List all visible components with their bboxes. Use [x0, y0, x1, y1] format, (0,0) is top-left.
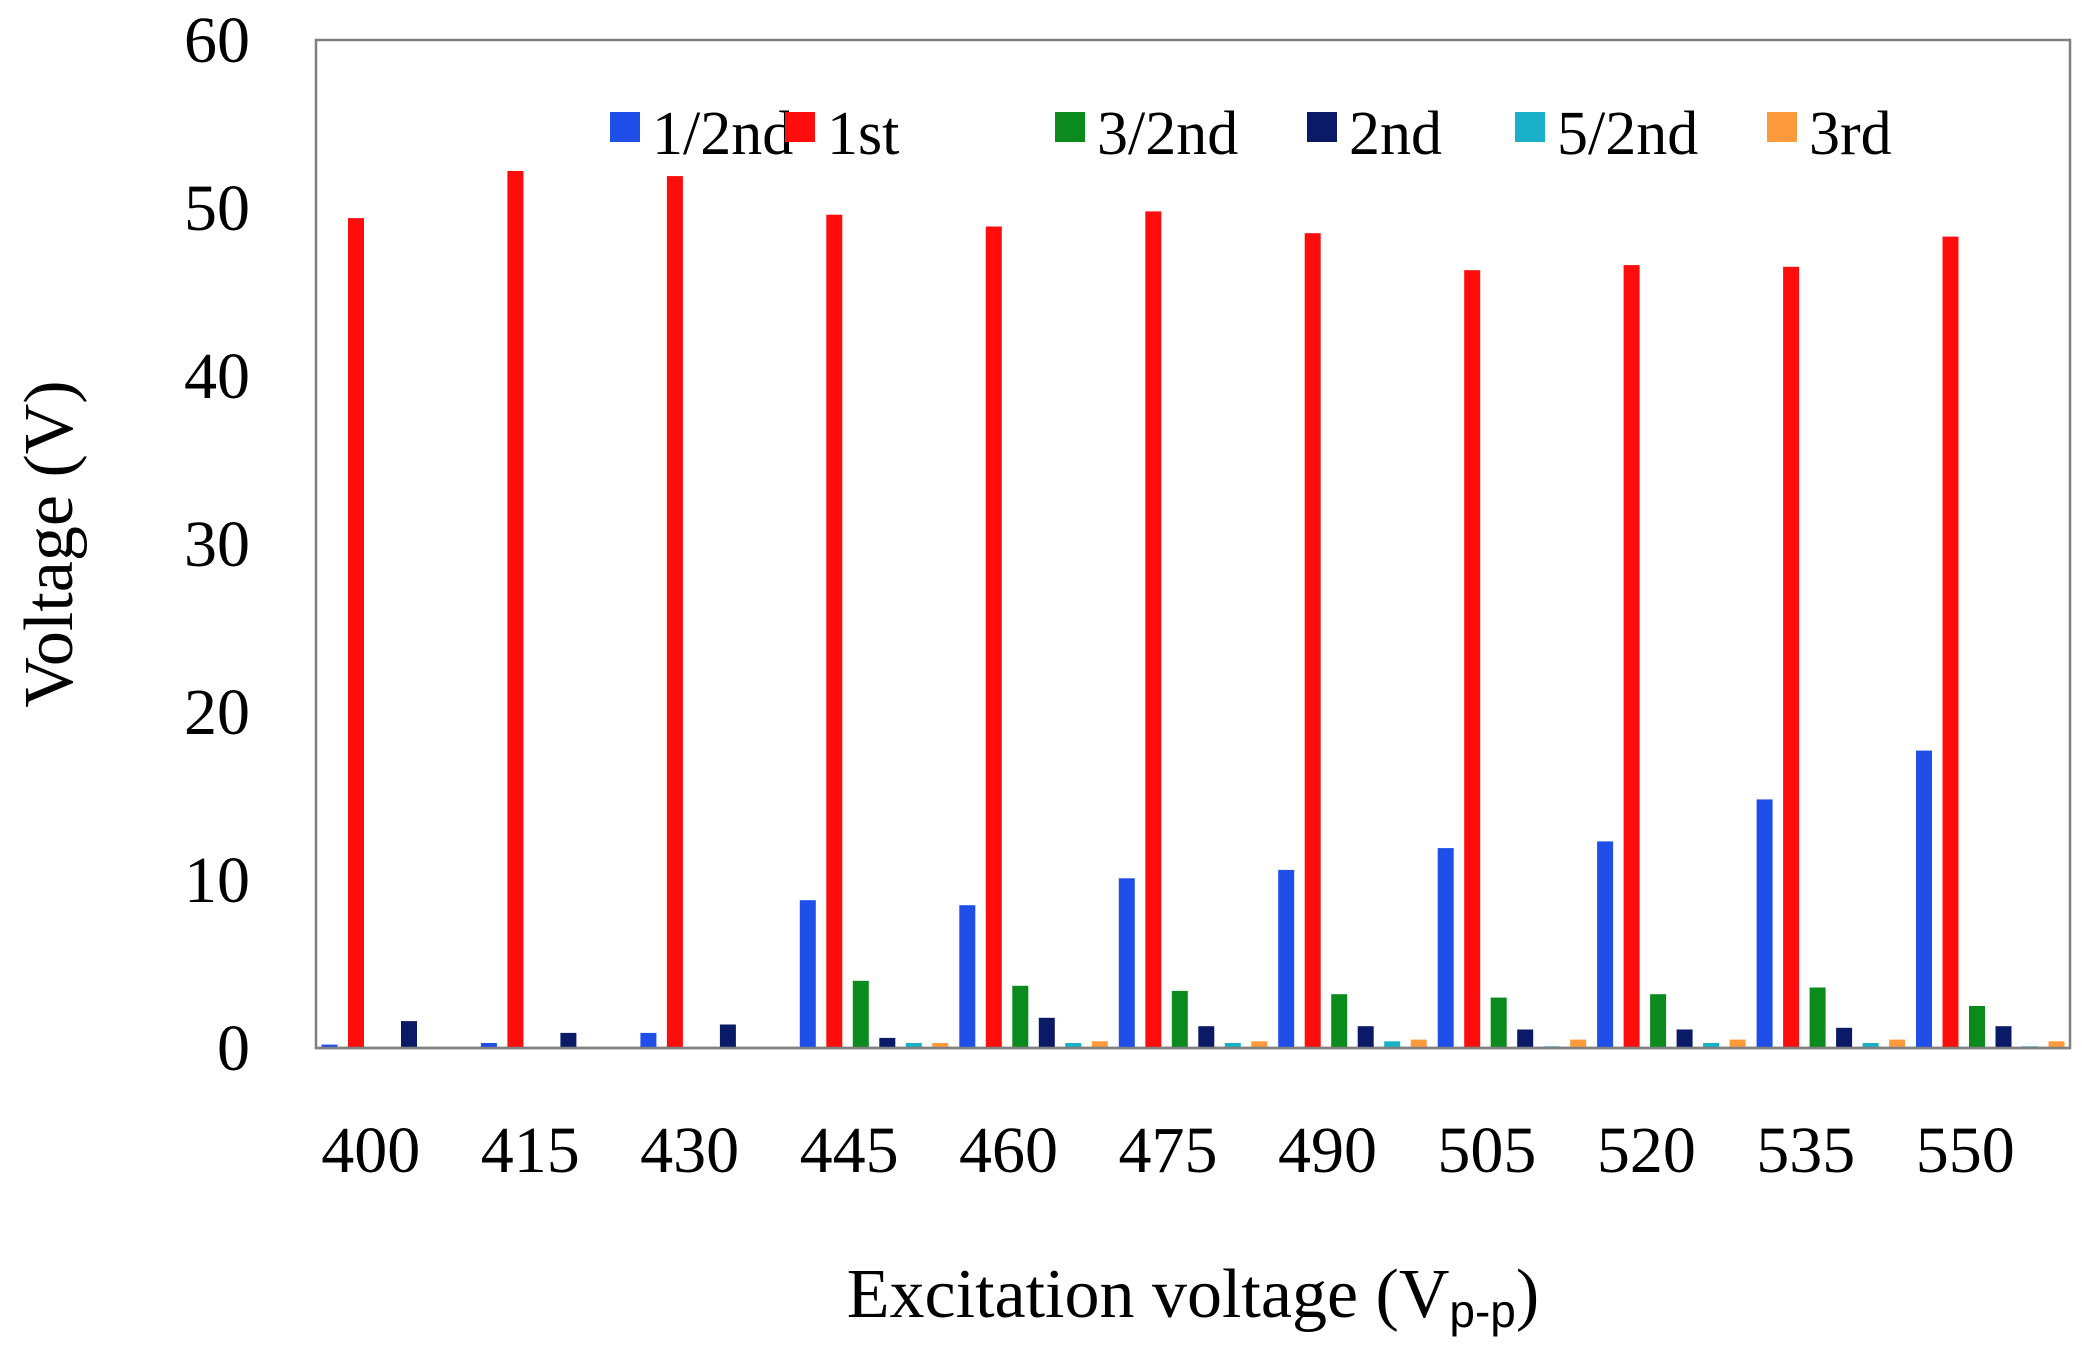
bar-2nd-550	[1995, 1026, 2012, 1048]
bar-5-2nd-520	[1703, 1043, 1720, 1048]
bar-1-2nd-505	[1437, 848, 1454, 1048]
bar-3-2nd-475	[1171, 990, 1188, 1048]
bar-3rd-445	[932, 1043, 949, 1048]
bar-5-2nd-535	[1862, 1043, 1879, 1048]
bar-1st-445	[826, 214, 843, 1048]
bar-1-2nd-460	[959, 905, 976, 1048]
legend-swatch	[1307, 112, 1337, 142]
x-tick-label: 400	[321, 1114, 420, 1187]
x-tick-label: 490	[1278, 1114, 1377, 1187]
bar-2nd-535	[1836, 1027, 1853, 1048]
bar-1-2nd-415	[480, 1043, 497, 1048]
bar-1st-460	[985, 226, 1002, 1048]
y-tick-label: 30	[184, 508, 250, 581]
x-axis-title: Excitation voltage (Vp-p)	[847, 1256, 1539, 1337]
legend-label: 1st	[827, 100, 899, 168]
y-tick-label: 40	[184, 340, 250, 413]
bar-2nd-415	[560, 1032, 577, 1048]
legend-label: 3/2nd	[1097, 100, 1238, 168]
bar-1-2nd-400	[321, 1044, 338, 1048]
x-tick-label: 460	[959, 1114, 1058, 1187]
bar-1-2nd-535	[1756, 799, 1773, 1048]
bar-1st-400	[348, 218, 364, 1049]
bar-1-2nd-475	[1118, 878, 1135, 1048]
bar-3rd-505	[1570, 1039, 1587, 1048]
bar-1-2nd-550	[1916, 750, 1932, 1048]
bar-3rd-535	[1889, 1039, 1906, 1048]
bar-3rd-520	[1729, 1039, 1746, 1048]
y-axis-title: Voltage (V)	[11, 380, 88, 707]
y-tick-label: 60	[184, 4, 250, 77]
bar-1-2nd-445	[799, 900, 816, 1048]
x-tick-label: 550	[1916, 1114, 2015, 1187]
x-tick-label: 475	[1119, 1114, 1218, 1187]
bar-2nd-460	[1038, 1017, 1055, 1048]
bar-3-2nd-520	[1650, 994, 1667, 1048]
legend-swatch	[1767, 112, 1797, 142]
legend-label: 2nd	[1349, 100, 1442, 168]
bar-1st-550	[1942, 236, 1959, 1049]
bar-2nd-520	[1676, 1029, 1693, 1048]
y-tick-label: 50	[184, 172, 250, 245]
bar-3-2nd-445	[852, 980, 869, 1048]
bar-5-2nd-460	[1065, 1043, 1082, 1048]
bars-group	[321, 171, 2065, 1049]
bar-3rd-490	[1410, 1039, 1427, 1048]
bar-2nd-475	[1198, 1026, 1215, 1048]
bar-1st-415	[507, 171, 524, 1048]
bar-5-2nd-490	[1384, 1041, 1401, 1048]
bar-2nd-430	[719, 1024, 736, 1048]
bar-1st-535	[1783, 266, 1800, 1048]
bar-2nd-505	[1517, 1029, 1534, 1048]
x-tick-label: 505	[1437, 1114, 1536, 1187]
bar-2nd-445	[879, 1037, 896, 1048]
bar-3rd-460	[1091, 1041, 1108, 1048]
legend: 1/2nd 1st 3/2nd 2nd 5/2nd 3rd	[610, 100, 1892, 168]
legend-swatch	[785, 112, 815, 142]
bar-3-2nd-535	[1809, 987, 1826, 1048]
bar-3-2nd-505	[1490, 997, 1507, 1048]
bar-5-2nd-475	[1224, 1043, 1241, 1048]
bar-1st-430	[666, 176, 683, 1049]
legend-label: 3rd	[1809, 100, 1892, 168]
bar-3-2nd-490	[1331, 994, 1348, 1048]
bar-1st-490	[1304, 233, 1321, 1048]
x-tick-label: 445	[800, 1114, 899, 1187]
y-tick-label: 0	[217, 1012, 250, 1085]
bar-1st-505	[1464, 270, 1481, 1048]
bar-3-2nd-460	[1012, 985, 1029, 1048]
bar-1st-475	[1145, 211, 1162, 1048]
x-tick-label: 430	[640, 1114, 739, 1187]
x-tick-label: 520	[1597, 1114, 1696, 1187]
plot-frame	[314, 38, 2072, 1050]
x-tick-labels: 400 415 430 445 460 475 490 505 520 535 550	[321, 1114, 2015, 1187]
x-tick-label: 415	[481, 1114, 580, 1187]
legend-swatch	[1055, 112, 1085, 142]
bar-1st-520	[1623, 265, 1640, 1049]
bar-2nd-490	[1357, 1026, 1374, 1048]
legend-swatch	[1515, 112, 1545, 142]
bar-1-2nd-430	[640, 1032, 657, 1048]
bar-3-2nd-550	[1969, 1006, 1985, 1048]
x-tick-label: 535	[1756, 1114, 1855, 1187]
bar-2nd-400	[401, 1021, 417, 1048]
legend-swatch	[610, 112, 640, 142]
bar-5-2nd-445	[905, 1043, 922, 1048]
y-tick-labels: 0 10 20 30 40 50 60	[184, 4, 250, 1085]
bar-1-2nd-520	[1597, 841, 1614, 1048]
y-tick-label: 10	[184, 844, 250, 917]
legend-label: 1/2nd	[652, 100, 793, 168]
bar-1-2nd-490	[1278, 869, 1295, 1048]
bar-3rd-550	[2048, 1041, 2065, 1048]
bar-3rd-475	[1251, 1041, 1268, 1048]
legend-label: 5/2nd	[1557, 100, 1698, 168]
y-tick-label: 20	[184, 676, 250, 749]
